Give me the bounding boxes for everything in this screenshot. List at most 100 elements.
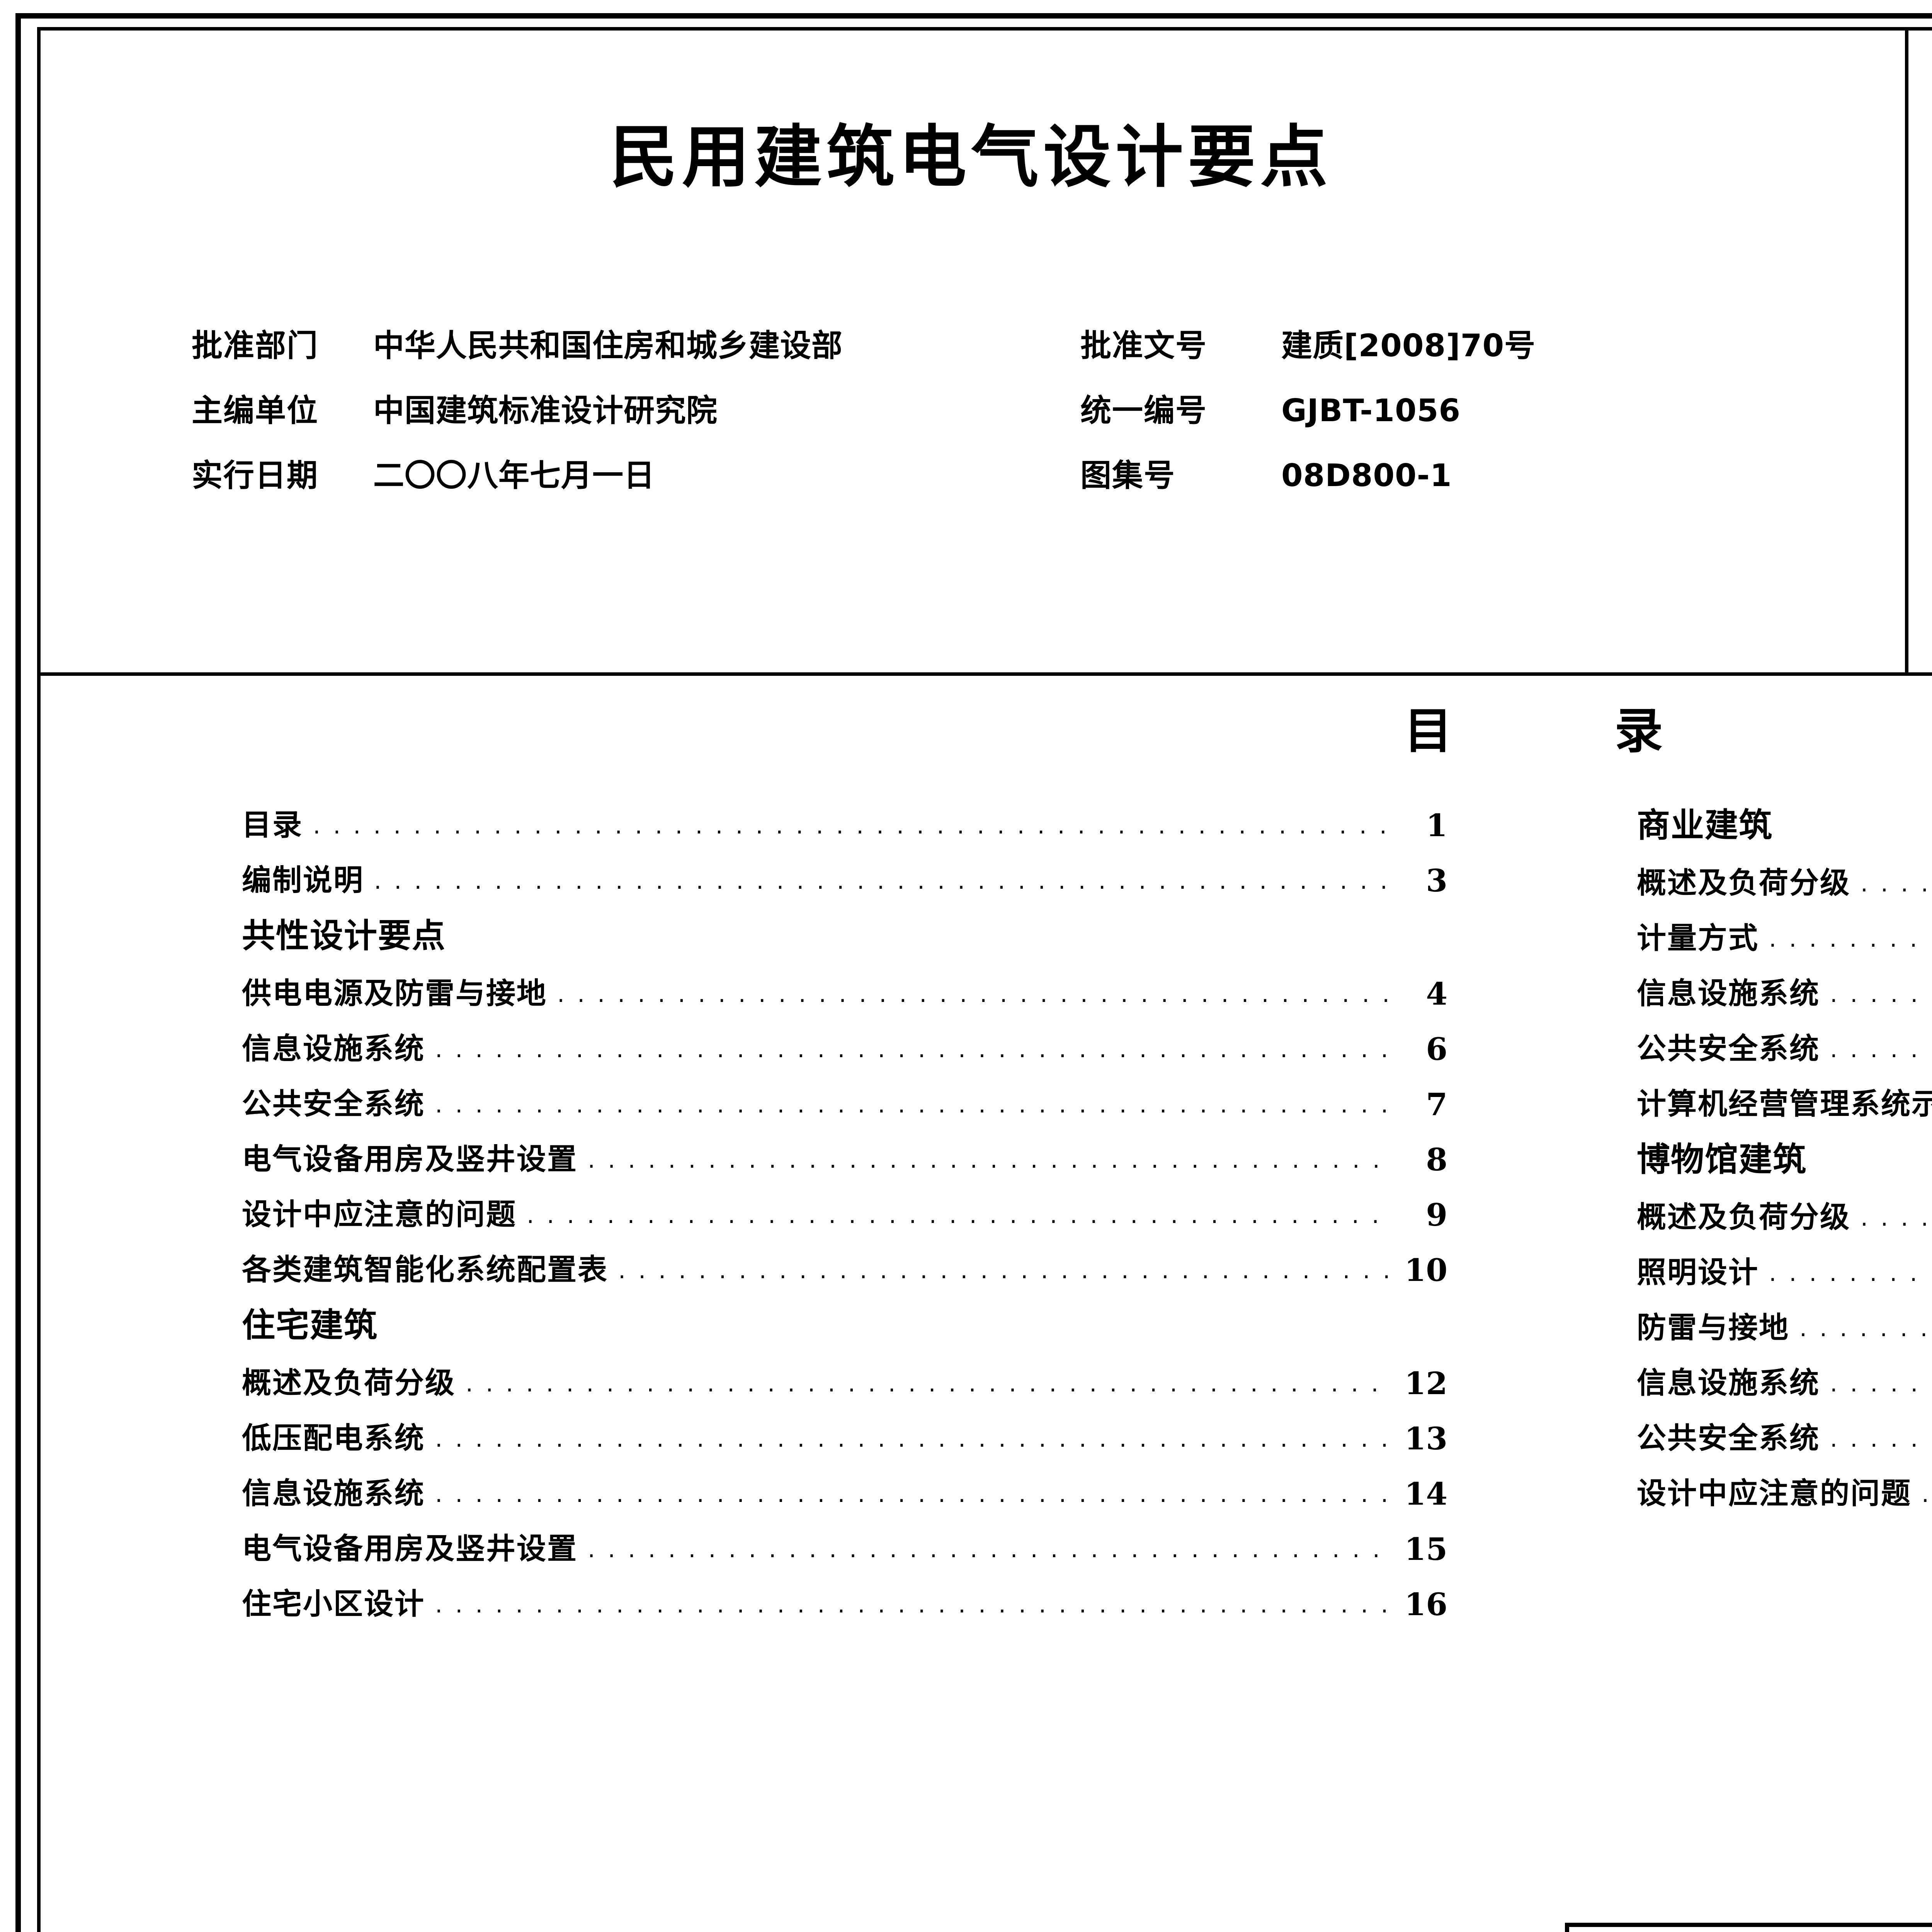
toc-entry[interactable]: 低压配电系统..................................… bbox=[242, 1401, 1447, 1457]
toc-leader-dots: ........................................… bbox=[374, 869, 1389, 893]
toc-leader-dots: ........................................… bbox=[435, 1093, 1389, 1116]
toc-page-number: 14 bbox=[1404, 1476, 1447, 1512]
toc-entry-label: 供电电源及防雷与接地 bbox=[242, 976, 547, 1010]
toc-entry[interactable]: 公共安全系统..................................… bbox=[242, 1067, 1447, 1122]
effective-date-value: 二〇〇八年七月一日 bbox=[373, 457, 655, 493]
toc-leader-dots: ........................................… bbox=[1830, 1427, 1932, 1451]
outer-border bbox=[15, 13, 1932, 1932]
toc-section-heading: 共性设计要点 bbox=[242, 899, 1447, 957]
toc-entry-label: 博物馆建筑 bbox=[1637, 1140, 1807, 1179]
metadata-row: 实行日期 二〇〇八年七月一日 图集号 08D800-1 bbox=[192, 451, 1853, 493]
header-band: 民用建筑电气设计要点 批准部门 中华人民共和国住房和城乡建设部 批准文号 建质[… bbox=[37, 27, 1932, 672]
sheet-title: 目录 bbox=[1569, 1927, 1932, 1932]
toc-entry-label: 共性设计要点 bbox=[242, 917, 446, 955]
approval-dept-value: 中华人民共和国住房和城乡建设部 bbox=[373, 328, 843, 364]
atlas-number-value: 08D800-1 bbox=[1281, 457, 1452, 493]
toc-leader-dots: ........................................… bbox=[1861, 1206, 1932, 1230]
toc-section-heading: 住宅建筑 bbox=[242, 1288, 1447, 1346]
toc-leader-dots: ........................................… bbox=[1830, 983, 1932, 1006]
toc-leader-dots: ........................................… bbox=[1799, 1317, 1932, 1340]
toc-page-number: 8 bbox=[1426, 1141, 1447, 1178]
toc-heading: 目录 bbox=[1404, 703, 1825, 759]
approval-doc-label: 批准文号 bbox=[1080, 328, 1207, 364]
metadata-grid: 批准部门 中华人民共和国住房和城乡建设部 批准文号 建质[2008]70号 主编… bbox=[192, 321, 1853, 515]
toc-leader-dots: ........................................… bbox=[1769, 1262, 1932, 1285]
toc-entry[interactable]: 概述及负荷分级.................................… bbox=[1637, 846, 1932, 901]
toc-page-number: 12 bbox=[1404, 1365, 1447, 1401]
toc-page-number: 6 bbox=[1426, 1031, 1447, 1067]
toc-entry[interactable]: 各类建筑智能化系统配置表............................… bbox=[242, 1233, 1447, 1288]
toc-entry[interactable]: 电气设备用房及竖井设置.............................… bbox=[242, 1122, 1447, 1178]
toc-entry-label: 照明设计 bbox=[1637, 1255, 1759, 1289]
approval-doc-value: 建质[2008]70号 bbox=[1281, 328, 1536, 364]
toc-entry-label: 计量方式 bbox=[1637, 921, 1759, 955]
toc-entry-label: 目录 bbox=[242, 808, 303, 842]
header-bottom-rule bbox=[37, 672, 1932, 676]
toc-leader-dots: ........................................… bbox=[435, 1483, 1389, 1506]
toc-entry[interactable]: 公共安全系统..................................… bbox=[1637, 1012, 1932, 1067]
toc-page-number: 9 bbox=[1426, 1197, 1447, 1233]
toc-entry-label: 概述及负荷分级 bbox=[242, 1366, 456, 1400]
toc-entry[interactable]: 计量方式....................................… bbox=[1637, 901, 1932, 957]
toc-page-number: 10 bbox=[1404, 1252, 1447, 1288]
toc-entry[interactable]: 设计中应注意的问题...............................… bbox=[1637, 1457, 1932, 1512]
toc-entry[interactable]: 照明设计....................................… bbox=[1637, 1236, 1932, 1291]
toc-entry-label: 设计中应注意的问题 bbox=[242, 1197, 517, 1231]
toc-entry[interactable]: 信息设施系统..................................… bbox=[1637, 1346, 1932, 1401]
toc-entry[interactable]: 目录......................................… bbox=[242, 788, 1447, 844]
toc-entry[interactable]: 信息设施系统..................................… bbox=[1637, 957, 1932, 1012]
header-left-panel: 民用建筑电气设计要点 批准部门 中华人民共和国住房和城乡建设部 批准文号 建质[… bbox=[37, 27, 1905, 672]
toc-entry[interactable]: 设计中应注意的问题...............................… bbox=[242, 1178, 1447, 1233]
toc-entry-label: 概述及负荷分级 bbox=[1637, 866, 1850, 900]
toc-entry-label: 电气设备用房及竖井设置 bbox=[242, 1531, 578, 1566]
header-vertical-divider bbox=[1905, 27, 1908, 672]
toc-leader-dots: ........................................… bbox=[466, 1372, 1389, 1395]
toc-entry-label: 信息设施系统 bbox=[1637, 976, 1820, 1010]
toc-entry[interactable]: 概述及负荷分级.................................… bbox=[1637, 1180, 1932, 1236]
toc-entry-label: 设计中应注意的问题 bbox=[1637, 1476, 1912, 1510]
toc-entry-label: 公共安全系统 bbox=[1637, 1031, 1820, 1066]
toc-entry-label: 防雷与接地 bbox=[1637, 1310, 1789, 1345]
toc-leader-dots: ........................................… bbox=[1830, 1038, 1932, 1061]
approval-dept-label: 批准部门 bbox=[192, 328, 318, 364]
toc-leader-dots: ........................................… bbox=[588, 1148, 1389, 1172]
toc-leader-dots: ........................................… bbox=[557, 983, 1389, 1006]
toc-entry[interactable]: 信息设施系统..................................… bbox=[242, 1457, 1447, 1512]
unified-number-value: GJBT-1056 bbox=[1281, 393, 1461, 429]
toc-entry-label: 住宅建筑 bbox=[242, 1306, 378, 1345]
toc-entry[interactable]: 防雷与接地...................................… bbox=[1637, 1291, 1932, 1346]
toc-entry[interactable]: 住宅小区设计..................................… bbox=[242, 1567, 1447, 1622]
toc-container: 目录......................................… bbox=[37, 788, 1932, 1909]
toc-entry-label: 电气设备用房及竖井设置 bbox=[242, 1142, 578, 1176]
toc-page-number: 1 bbox=[1426, 807, 1447, 844]
toc-leader-dots: ........................................… bbox=[588, 1538, 1389, 1561]
editor-unit-value: 中国建筑标准设计研究院 bbox=[373, 393, 718, 429]
editor-unit-label: 主编单位 bbox=[192, 393, 318, 429]
toc-page-number: 4 bbox=[1426, 976, 1447, 1012]
toc-entry[interactable]: 信息设施系统..................................… bbox=[242, 1012, 1447, 1067]
toc-leader-dots: ........................................… bbox=[618, 1259, 1389, 1282]
effective-date-label: 实行日期 bbox=[192, 457, 318, 493]
toc-page-number: 7 bbox=[1426, 1086, 1447, 1122]
toc-leader-dots: ........................................… bbox=[313, 814, 1389, 837]
toc-entry-label: 概述及负荷分级 bbox=[1637, 1200, 1850, 1234]
toc-entry-label: 公共安全系统 bbox=[1637, 1421, 1820, 1455]
toc-entry[interactable]: 电气设备用房及竖井设置.............................… bbox=[242, 1512, 1447, 1567]
toc-leader-dots: ........................................… bbox=[435, 1427, 1389, 1451]
toc-entry[interactable]: 公共安全系统..................................… bbox=[1637, 1401, 1932, 1457]
toc-page-number: 3 bbox=[1426, 862, 1447, 899]
toc-entry[interactable]: 概述及负荷分级.................................… bbox=[242, 1346, 1447, 1401]
toc-entry-label: 编制说明 bbox=[242, 863, 364, 897]
toc-entry-label: 信息设施系统 bbox=[1637, 1366, 1820, 1400]
toc-leader-dots: ........................................… bbox=[1830, 1372, 1932, 1395]
toc-page-number: 15 bbox=[1404, 1531, 1447, 1567]
toc-entry[interactable]: 编制说明....................................… bbox=[242, 844, 1447, 899]
toc-leader-dots: ........................................… bbox=[527, 1204, 1389, 1227]
toc-entry-label: 信息设施系统 bbox=[242, 1476, 425, 1510]
toc-section-heading: 博物馆建筑 bbox=[1637, 1122, 1932, 1180]
toc-entry[interactable]: 计算机经营管理系统示意图............................… bbox=[1637, 1067, 1932, 1122]
toc-entry[interactable]: 供电电源及防雷与接地..............................… bbox=[242, 957, 1447, 1012]
metadata-row: 批准部门 中华人民共和国住房和城乡建设部 批准文号 建质[2008]70号 bbox=[192, 321, 1853, 364]
toc-entry-label: 商业建筑 bbox=[1637, 806, 1773, 845]
toc-leader-dots: ........................................… bbox=[435, 1038, 1389, 1061]
